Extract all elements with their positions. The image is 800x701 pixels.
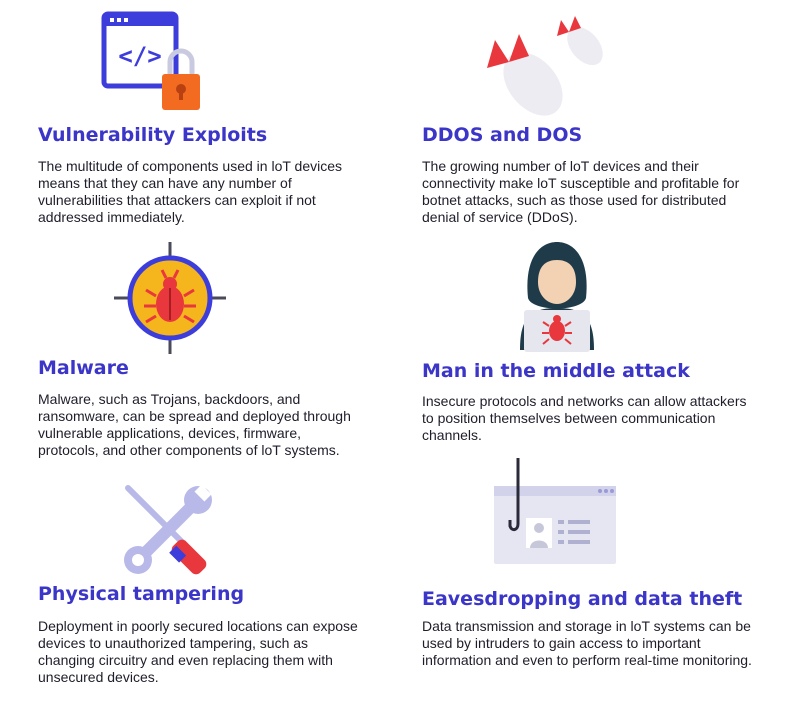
card-description: Malware, such as Trojans, backdoors, and… xyxy=(38,391,351,458)
card-title: Vulnerability Exploits xyxy=(38,124,268,146)
card-description: Insecure protocols and networks can allo… xyxy=(422,393,747,443)
bombs-icon xyxy=(487,16,603,116)
code-window-lock-icon: </> xyxy=(101,11,200,110)
card-title: Physical tampering xyxy=(38,583,245,605)
tools-icon xyxy=(124,484,212,575)
card-description: Deployment in poorly secured locations c… xyxy=(38,618,358,685)
card-description: Data transmission and storage in loT sys… xyxy=(422,618,752,668)
phishing-hook-icon xyxy=(494,458,616,564)
card-title: Man in the middle attack xyxy=(422,360,690,382)
card-title: Eavesdropping and data theft xyxy=(422,588,743,610)
hooded-hacker-icon xyxy=(520,242,594,352)
card-description: The multitude of components used in loT … xyxy=(38,158,343,225)
card-title: Malware xyxy=(38,357,129,379)
bug-target-icon xyxy=(114,242,226,354)
svg-text:</>: </> xyxy=(118,42,161,70)
card-description: The growing number of loT devices and th… xyxy=(422,158,740,225)
card-title: DDOS and DOS xyxy=(422,124,583,146)
